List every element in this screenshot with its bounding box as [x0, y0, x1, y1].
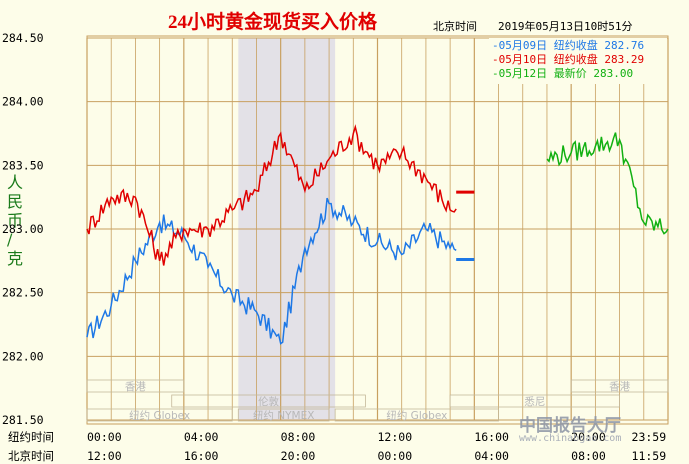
- y-tick-labels: 284.50 284.00 283.50 283.00 282.50 282.00 281.…: [2, 31, 44, 427]
- y-tick-label: 282.50: [2, 286, 44, 300]
- x-row2-tick: 20:00: [281, 449, 316, 463]
- session-band: [570, 379, 669, 393]
- y-axis-label: 人民币/克: [7, 173, 23, 268]
- x-row2-tick: 12:00: [87, 449, 122, 463]
- y-axis-label-char: /: [7, 230, 13, 249]
- session-band: [334, 408, 499, 422]
- y-axis-label-char: 克: [7, 249, 23, 268]
- session-band: [86, 379, 185, 393]
- session-label: 纽约 Globex: [386, 409, 447, 422]
- chart-title: 24小时黄金现货买入价格: [168, 10, 378, 33]
- legend-entry: -05月12日 最新价 283.00: [492, 66, 633, 80]
- timestamp: 2019年05月13日10时51分: [498, 19, 632, 33]
- y-axis-label-char: 币: [7, 211, 23, 230]
- session-band: [237, 408, 330, 422]
- x-axis-beijing-time: 北京时间 12:00 16:00 20:00 00:00 04:00 08:00 11:59: [8, 449, 666, 463]
- x-row2-tick: 11:59: [632, 449, 667, 463]
- y-tick-label: 283.00: [2, 222, 44, 236]
- y-axis-label-char: 人: [7, 173, 23, 192]
- session-band: [171, 394, 366, 408]
- watermark-text: 中国报告大厅: [519, 415, 621, 436]
- x-row2-tick: 16:00: [184, 449, 219, 463]
- x-row2-tick: 00:00: [378, 449, 413, 463]
- session-label: 纽约 Globex: [129, 409, 190, 422]
- x-row1-tick: 04:00: [184, 430, 219, 444]
- x-row1-tick: 08:00: [281, 430, 316, 444]
- x-row1-tick: 16:00: [474, 430, 509, 444]
- y-axis-label-char: 民: [7, 192, 23, 211]
- y-tick-label: 284.50: [2, 31, 44, 45]
- x-row2-tick: 04:00: [474, 449, 509, 463]
- series-line: [86, 124, 457, 266]
- x-row2-label: 北京时间: [8, 449, 54, 463]
- y-tick-label: 284.00: [2, 95, 44, 109]
- session-label: 香港: [609, 381, 630, 393]
- x-row1-tick: 00:00: [87, 430, 122, 444]
- x-row1-label: 纽约时间: [8, 430, 54, 444]
- session-label: 香港: [125, 381, 146, 393]
- legend-entry: -05月10日 纽约收盘 283.29: [492, 52, 644, 66]
- x-row1-tick: 23:59: [632, 430, 667, 444]
- session-band: [449, 394, 620, 408]
- x-row1-tick: 12:00: [378, 430, 413, 444]
- x-row1-tick: 20:00: [571, 430, 606, 444]
- watermark: 中国报告大厅 www.chinabgao.com: [519, 415, 621, 444]
- session-band: [86, 408, 233, 422]
- legend-entry: -05月09日 纽约收盘 282.76: [492, 38, 644, 52]
- session-label: 伦敦: [258, 395, 279, 408]
- y-tick-label: 281.50: [2, 413, 44, 427]
- x-axis-ny-time: 纽约时间 00:00 04:00 08:00 12:00 16:00 20:00 23:59: [8, 430, 666, 444]
- session-label: 纽约 NYMEX: [253, 409, 315, 422]
- y-tick-label: 283.50: [2, 158, 44, 172]
- y-tick-label: 282.00: [2, 349, 44, 363]
- series-line: [86, 197, 457, 345]
- timestamp-label: 北京时间: [433, 19, 477, 33]
- watermark-url: www.chinabgao.com: [519, 433, 621, 444]
- x-row2-tick: 08:00: [571, 449, 606, 463]
- price-series: [86, 124, 669, 345]
- session-label: 悉尼: [524, 396, 545, 408]
- legend: -05月09日 纽约收盘 282.76-05月10日 纽约收盘 283.29-0…: [489, 38, 667, 84]
- series-line: [546, 132, 669, 235]
